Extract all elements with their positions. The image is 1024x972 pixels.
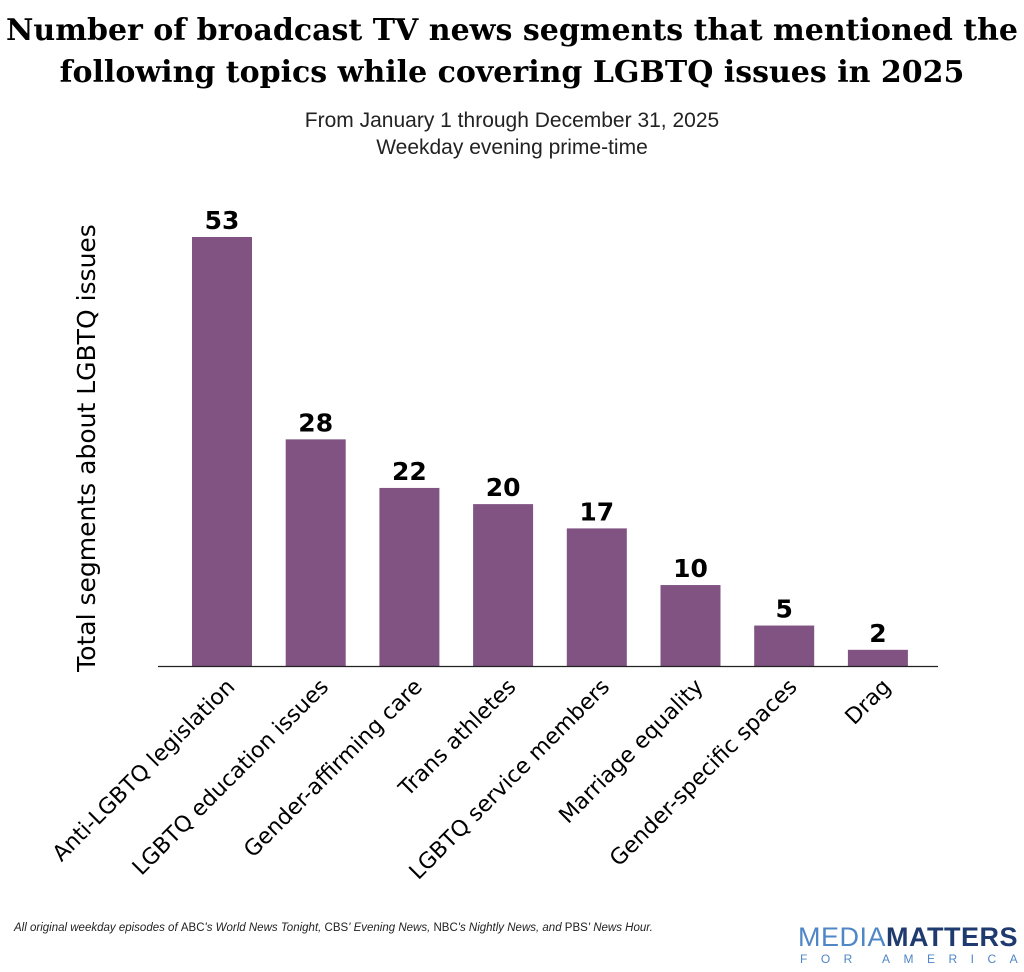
footnote-part: 's Nightly News, and: [457, 922, 565, 934]
footnote-network-pbs: PBS: [564, 922, 588, 934]
bar: [192, 237, 252, 666]
bar: [379, 487, 440, 666]
logo-word-media: MEDIA: [798, 922, 887, 952]
chart-title-line-2: following topics while covering LGBTQ is…: [59, 55, 965, 90]
footnote-part: 's World News Tonight,: [204, 922, 325, 934]
footnote-part: ' Evening News,: [348, 922, 434, 934]
chart-title-line-1: Number of broadcast TV news segments tha…: [5, 13, 1019, 48]
media-matters-logo: MEDIAMATTERS FOR AMERICA: [798, 922, 1024, 966]
footnote-network-nbc: NBC: [433, 922, 458, 934]
footnote-network-abc: ABC: [180, 922, 205, 934]
bar: [847, 649, 908, 666]
category-label: Drag: [841, 675, 896, 730]
bars-group: [192, 237, 908, 666]
category-label: Anti-LGBTQ legislation: [48, 675, 240, 867]
chart-title: Number of broadcast TV news segments tha…: [0, 10, 1024, 94]
chart-subtitle-line-2: Weekday evening prime-time: [376, 136, 648, 159]
logo-wordmark: MEDIAMATTERS: [798, 922, 1018, 952]
footnote-network-cbs: CBS: [324, 922, 349, 934]
footnote-part: ' News Hour.: [587, 922, 653, 934]
category-label: LGBTQ service members: [405, 675, 615, 885]
bar-value-label: 10: [673, 554, 708, 583]
bar-value-label: 5: [775, 595, 792, 624]
bar-value-label: 20: [486, 473, 521, 502]
y-axis-label: Total segments about LGBTQ issues: [72, 224, 101, 673]
value-labels-group: 53 28 22 20 17 10 5 2: [205, 206, 887, 648]
category-label: Gender-specific spaces: [605, 675, 802, 872]
bar: [285, 439, 346, 666]
bar: [473, 504, 534, 666]
bar-value-label: 22: [392, 457, 427, 486]
category-label: Gender-affirming care: [239, 675, 427, 863]
bar-value-label: 2: [869, 619, 886, 648]
bar: [660, 585, 721, 666]
bar: [754, 625, 815, 666]
bar: [566, 528, 627, 666]
bar-value-label: 53: [205, 206, 240, 235]
footnote: All original weekday episodes of ABC's W…: [14, 922, 653, 934]
chart-subtitle-line-1: From January 1 through December 31, 2025: [304, 109, 720, 132]
chart-subtitle: From January 1 through December 31, 2025…: [0, 107, 1024, 161]
bar-value-label: 28: [298, 408, 333, 437]
category-label: LGBTQ education issues: [128, 675, 334, 881]
bar-value-label: 17: [579, 497, 614, 526]
logo-word-matters: MATTERS: [886, 922, 1019, 952]
footnote-part: All original weekday episodes of: [14, 922, 181, 934]
logo-tagline: FOR AMERICA: [800, 952, 1024, 966]
